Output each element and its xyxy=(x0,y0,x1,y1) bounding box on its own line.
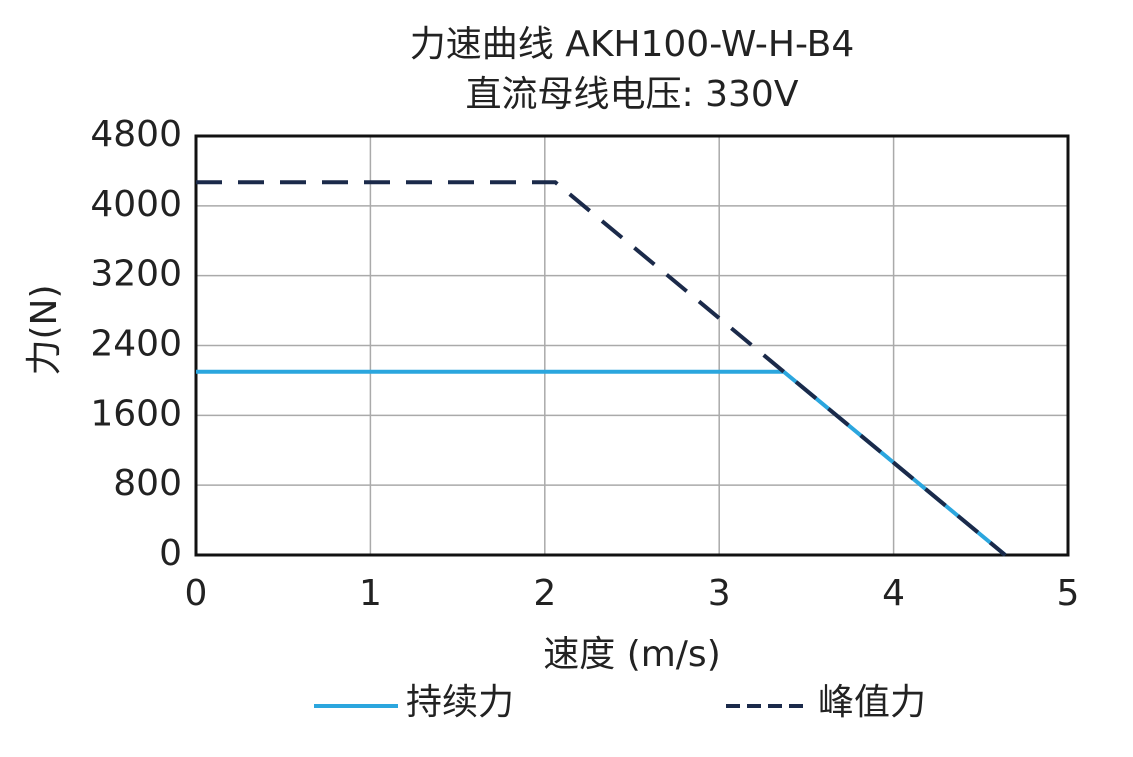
x-tick-label: 0 xyxy=(185,573,208,614)
y-tick-label: 4800 xyxy=(90,114,182,155)
y-axis-label: 力(N) xyxy=(24,284,65,375)
legend-label: 峰值力 xyxy=(818,682,926,723)
y-tick-label: 800 xyxy=(113,463,182,504)
x-axis-label: 速度 (m/s) xyxy=(543,634,721,675)
series-line xyxy=(196,369,1007,557)
plot-frame xyxy=(194,134,1070,557)
y-tick-label: 0 xyxy=(159,533,182,574)
y-tick-label: 3200 xyxy=(90,254,182,295)
series-line xyxy=(196,180,1007,557)
x-tick-label: 1 xyxy=(359,573,382,614)
x-tick-label: 2 xyxy=(533,573,556,614)
x-tick-label: 3 xyxy=(708,573,731,614)
chart-title: 力速曲线 AKH100-W-H-B4 xyxy=(410,24,855,65)
chart-subtitle: 直流母线电压: 330V xyxy=(466,74,799,115)
y-tick-label: 2400 xyxy=(90,324,182,365)
y-tick-label: 1600 xyxy=(90,393,182,434)
y-tick-label: 4000 xyxy=(90,184,182,225)
legend-label: 持续力 xyxy=(406,682,514,723)
x-tick-label: 4 xyxy=(882,573,905,614)
x-tick-label: 5 xyxy=(1057,573,1080,614)
